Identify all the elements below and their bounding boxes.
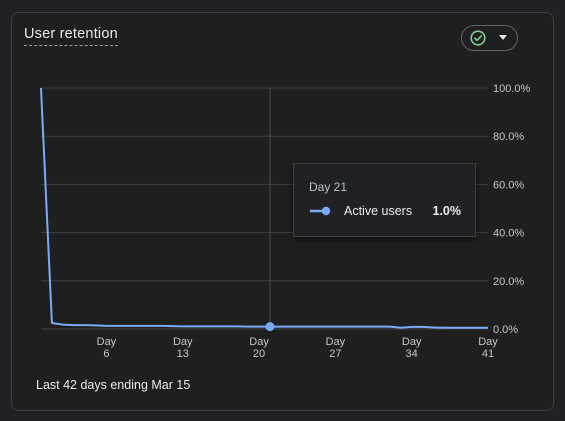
tooltip-series-label: Active users <box>344 204 413 218</box>
y-tick-label: 20.0% <box>493 276 524 288</box>
y-tick-label: 40.0% <box>493 228 524 240</box>
card-title[interactable]: User retention <box>24 26 118 46</box>
hover-point <box>265 322 275 332</box>
y-tick-label: 60.0% <box>493 179 524 191</box>
date-range-footer: Last 42 days ending Mar 15 <box>36 378 191 392</box>
x-tick-label: Day 20 <box>249 336 269 360</box>
y-tick-label: 80.0% <box>493 131 524 143</box>
x-tick-label: Day 34 <box>402 336 422 360</box>
x-tick-label: Day 27 <box>326 336 346 360</box>
x-tick-label: Day 41 <box>478 336 498 360</box>
tooltip-value: 1.0% <box>432 204 462 218</box>
caret-down-icon <box>499 35 507 40</box>
x-tick-label: Day 13 <box>173 336 193 360</box>
y-tick-label: 0.0% <box>493 324 518 336</box>
chart-tooltip: Day 21 Active users 1.0% <box>293 163 476 237</box>
y-tick-label: 100.0% <box>493 83 531 95</box>
series-line-active-users <box>40 87 488 329</box>
series-swatch-icon <box>310 206 331 216</box>
tooltip-day-label: Day 21 <box>309 180 348 194</box>
status-dropdown-button[interactable] <box>461 25 518 51</box>
x-tick-label: Day 6 <box>97 336 117 360</box>
check-circle-icon <box>470 30 486 46</box>
